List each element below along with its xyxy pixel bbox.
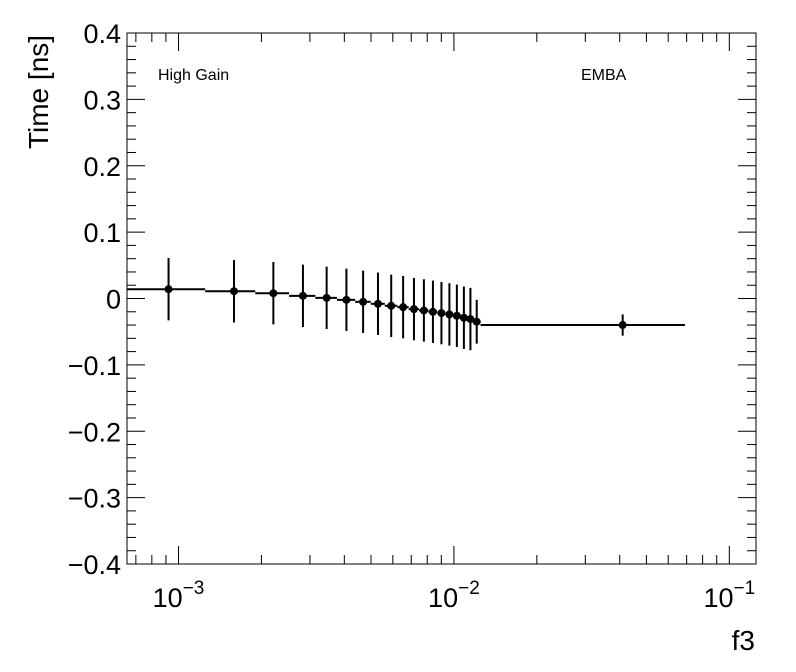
y-tick-label: −0.2 xyxy=(68,417,121,447)
data-point xyxy=(164,285,173,294)
data-point xyxy=(399,303,408,312)
data-point xyxy=(387,301,396,310)
data-point xyxy=(373,299,382,308)
data-point xyxy=(409,305,418,314)
data-point xyxy=(419,306,428,315)
y-tick-label: 0.3 xyxy=(83,85,121,115)
y-tick-label: 0.4 xyxy=(83,19,121,49)
data-point xyxy=(472,317,481,326)
data-point xyxy=(452,311,461,320)
y-tick-label: −0.4 xyxy=(68,550,121,580)
y-tick-label: 0.2 xyxy=(83,152,121,182)
data-point xyxy=(298,291,307,300)
y-tick-labels: 0.4 0.3 0.2 0.1 0 −0.1 −0.2 −0.3 −0.4 xyxy=(68,19,121,580)
annotation-emba: EMBA xyxy=(581,67,627,84)
data-point xyxy=(229,287,238,296)
y-tick-label: 0 xyxy=(106,285,121,315)
data-point xyxy=(269,289,278,298)
x-tick-labels: 10−3 10−2 10−1 xyxy=(153,578,756,613)
y-tick-label: −0.1 xyxy=(68,351,121,381)
data-point xyxy=(618,321,627,330)
annotation-high-gain: High Gain xyxy=(158,67,229,84)
x-tick-label: 10−3 xyxy=(153,578,205,613)
x-tick-label: 10−1 xyxy=(703,578,755,613)
y-tick-label: 0.1 xyxy=(83,218,121,248)
data-point xyxy=(466,315,475,324)
axis-ticks xyxy=(127,32,756,565)
x-tick-label: 10−2 xyxy=(428,578,480,613)
y-axis-label: Time [ns] xyxy=(23,35,54,149)
data-point xyxy=(459,313,468,322)
data-point xyxy=(437,309,446,318)
data-point xyxy=(322,293,331,302)
y-tick-label: −0.3 xyxy=(68,484,121,514)
data-point xyxy=(359,297,368,306)
x-axis-label: f3 xyxy=(732,625,755,656)
data-point xyxy=(445,310,454,319)
data-point xyxy=(428,307,437,316)
data-marks xyxy=(127,258,685,351)
data-point xyxy=(342,295,351,304)
